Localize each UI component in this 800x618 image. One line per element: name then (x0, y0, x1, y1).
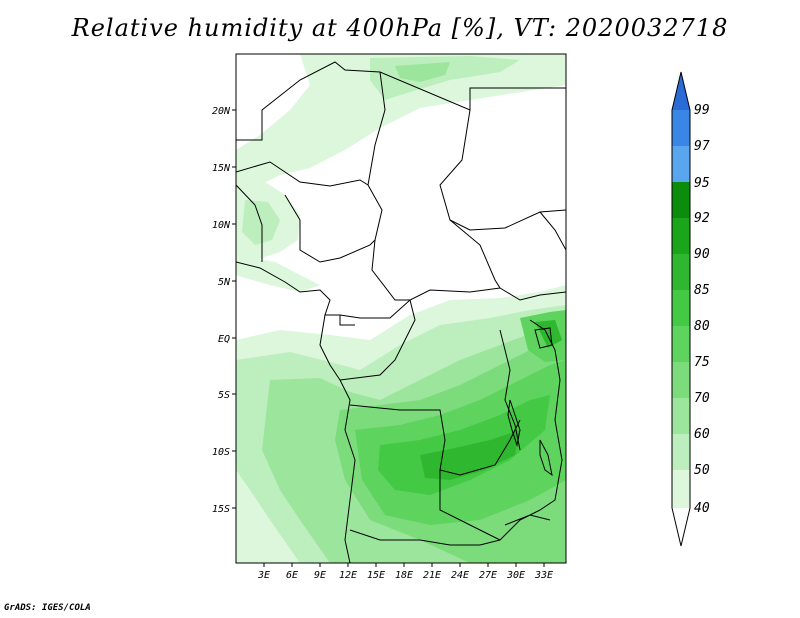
lat-label: 10S (212, 447, 230, 458)
colorbar-segment (672, 470, 690, 508)
humidity-shading (236, 54, 566, 563)
colorbar-label: 90 (694, 247, 710, 262)
lon-label: 21E (423, 570, 441, 581)
colorbar-segment (672, 290, 690, 326)
colorbar-label: 60 (694, 427, 710, 442)
colorbar-segment (672, 434, 690, 470)
colorbar-label: 95 (694, 176, 710, 191)
colorbar-label: 70 (694, 391, 710, 406)
colorbar-segment (672, 398, 690, 434)
lon-label: 27E (479, 570, 497, 581)
colorbar-segment (672, 254, 690, 290)
lat-label: 15S (212, 504, 230, 515)
lat-label: 15N (212, 163, 231, 174)
lon-label: 6E (286, 570, 298, 581)
country-borders (236, 61, 566, 563)
colorbar-label: 92 (694, 211, 710, 226)
lat-label: EQ (218, 334, 230, 345)
lakes (507, 327, 553, 477)
map-frame (235, 53, 567, 564)
colorbar-segment (672, 146, 690, 182)
colorbar-segment (672, 326, 690, 362)
lat-label: 5N (218, 277, 231, 288)
lon-label: 15E (367, 570, 385, 581)
colorbar-segment (672, 110, 690, 146)
colorbar-label: 75 (694, 355, 710, 370)
lat-label: 20N (212, 106, 231, 117)
colorbar-label: 80 (694, 319, 710, 334)
colorbar: 99 97 95 92 90 85 80 75 70 60 50 40 (671, 71, 710, 547)
colorbar-top-arrow (672, 72, 690, 110)
colorbar-label: 50 (694, 463, 710, 478)
lat-label: 10N (212, 220, 231, 231)
lon-label: 9E (314, 570, 326, 581)
grads-credit: GrADS: IGES/COLA (4, 603, 91, 613)
colorbar-label: 40 (694, 501, 710, 516)
lat-label: 5S (218, 390, 230, 401)
map-title: Relative humidity at 400hPa [%], VT: 202… (71, 14, 729, 42)
longitude-axis: 3E 6E 9E 12E 15E 18E 21E 24E 27E 30E 33E (257, 563, 553, 581)
colorbar-label: 85 (694, 283, 710, 298)
colorbar-label: 97 (694, 139, 710, 154)
lon-label: 30E (506, 570, 525, 581)
lon-label: 3E (257, 570, 270, 581)
colorbar-segment (672, 218, 690, 254)
colorbar-label: 99 (694, 103, 710, 118)
colorbar-bottom-arrow (672, 508, 690, 546)
lon-label: 18E (395, 570, 413, 581)
lon-label: 33E (534, 570, 553, 581)
colorbar-segment (672, 362, 690, 398)
lon-label: 12E (339, 570, 357, 581)
lon-label: 24E (451, 570, 469, 581)
latitude-axis: 20N 15N 10N 5N EQ 5S 10S 15S (212, 106, 236, 515)
colorbar-segment (672, 182, 690, 218)
